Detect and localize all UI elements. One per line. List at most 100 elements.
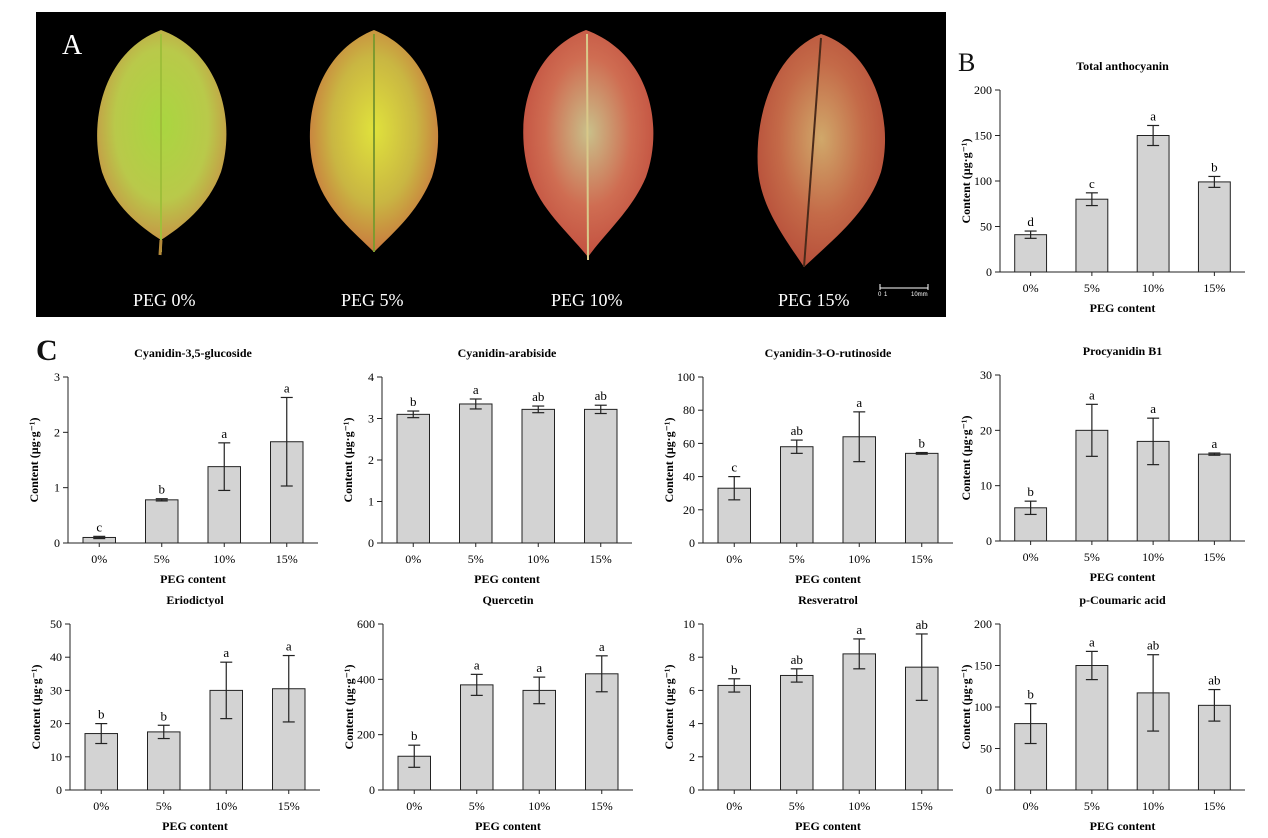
y-tick-label: 150 [974, 129, 992, 143]
chart-title: p-Coumaric acid [1079, 593, 1166, 607]
y-tick-label: 0 [986, 783, 992, 797]
y-tick-label: 20 [980, 423, 992, 437]
scale-bar [879, 284, 929, 290]
x-tick-label: 5% [1084, 550, 1100, 564]
y-tick-label: 10 [683, 617, 695, 631]
significance-letter: b [159, 482, 166, 497]
x-tick-label: 15% [1203, 281, 1225, 295]
bar [905, 452, 939, 544]
bar [1197, 453, 1231, 542]
significance-letter: b [410, 394, 417, 409]
x-tick-label: 0% [406, 799, 422, 813]
significance-letter: b [161, 708, 168, 723]
y-tick-label: 10 [980, 479, 992, 493]
x-tick-label: 5% [468, 552, 484, 566]
significance-letter: a [1089, 634, 1095, 649]
leaf-label-0: PEG 0% [133, 290, 196, 310]
significance-letter: ab [532, 389, 544, 404]
x-axis-label: PEG content [1090, 301, 1156, 315]
x-tick-label: 0% [405, 552, 421, 566]
x-tick-label: 5% [154, 552, 170, 566]
y-axis-label: Content (μg·g⁻¹) [662, 417, 676, 502]
significance-letter: c [1089, 176, 1095, 191]
significance-letter: a [221, 426, 227, 441]
y-tick-label: 80 [683, 403, 695, 417]
y-tick-label: 30 [50, 683, 62, 697]
leaf-1 [309, 30, 439, 252]
x-tick-label: 5% [469, 799, 485, 813]
significance-letter: b [411, 728, 418, 743]
x-tick-label: 15% [911, 799, 933, 813]
y-tick-label: 30 [980, 368, 992, 382]
significance-letter: a [473, 382, 479, 397]
chart-7: Resveratrol 0 2 4 6 8 10 Content (μg·g⁻¹) b 0% ab 5… [662, 593, 953, 833]
bar [147, 731, 181, 791]
significance-letter: a [223, 645, 229, 660]
leaf-photo: 0 1 10mm [97, 30, 929, 298]
y-axis-label: Content (μg·g⁻¹) [27, 417, 41, 502]
x-tick-label: 10% [848, 799, 870, 813]
significance-letter: b [1027, 484, 1034, 499]
bar [717, 684, 751, 791]
y-tick-label: 100 [677, 370, 695, 384]
bar [396, 413, 430, 544]
y-tick-label: 4 [368, 370, 374, 384]
bar [1014, 234, 1048, 273]
y-tick-label: 0 [369, 783, 375, 797]
leaf-label-1: PEG 5% [341, 290, 404, 310]
y-tick-label: 400 [357, 672, 375, 686]
y-tick-label: 1 [54, 481, 60, 495]
y-tick-label: 0 [986, 534, 992, 548]
y-tick-label: 20 [50, 717, 62, 731]
y-tick-label: 100 [974, 700, 992, 714]
significance-letter: b [98, 707, 105, 722]
x-axis-label: PEG content [1090, 570, 1156, 584]
y-tick-label: 3 [368, 412, 374, 426]
y-tick-label: 0 [54, 536, 60, 550]
significance-letter: ab [916, 617, 928, 632]
x-tick-label: 10% [213, 552, 235, 566]
chart-title: Resveratrol [798, 593, 858, 607]
x-tick-label: 15% [911, 552, 933, 566]
significance-letter: ab [791, 652, 803, 667]
significance-letter: b [731, 662, 738, 677]
significance-letter: ab [1147, 638, 1159, 653]
significance-letter: ab [1208, 673, 1220, 688]
chart-title: Quercetin [482, 593, 533, 607]
y-tick-label: 3 [54, 370, 60, 384]
significance-letter: c [96, 519, 102, 534]
scale-bar-label: 10mm [911, 292, 928, 298]
chart-title: Total anthocyanin [1076, 59, 1169, 73]
y-tick-label: 60 [683, 436, 695, 450]
bar [1136, 135, 1170, 273]
chart-title: Cyanidin-arabiside [458, 346, 557, 360]
x-tick-label: 15% [591, 799, 613, 813]
x-tick-label: 0% [726, 552, 742, 566]
chart-title: Cyanidin-3-O-rutinoside [765, 346, 892, 360]
significance-letter: b [1027, 687, 1034, 702]
y-axis-label: Content (μg·g⁻¹) [341, 417, 355, 502]
x-tick-label: 5% [1084, 281, 1100, 295]
x-axis-label: PEG content [795, 819, 861, 833]
y-tick-label: 0 [56, 783, 62, 797]
y-tick-label: 600 [357, 617, 375, 631]
significance-letter: a [536, 660, 542, 675]
y-tick-label: 200 [974, 617, 992, 631]
bar [522, 689, 556, 791]
x-tick-label: 5% [156, 799, 172, 813]
chart-1: Cyanidin-3,5-glucoside 0 1 2 3 Content (μg·g⁻… [27, 346, 318, 586]
panel-label-b: B [958, 48, 976, 77]
leaf-0 [97, 30, 227, 256]
y-tick-label: 4 [689, 717, 695, 731]
x-tick-label: 15% [590, 552, 612, 566]
x-tick-label: 15% [276, 552, 298, 566]
x-tick-label: 10% [527, 552, 549, 566]
y-tick-label: 8 [689, 650, 695, 664]
panel-label-a: A [62, 30, 83, 61]
significance-letter: a [286, 639, 292, 654]
x-axis-label: PEG content [474, 572, 540, 586]
bar [459, 403, 493, 544]
chart-8: p-Coumaric acid 0 50 100 150 200 Content (μg·g… [959, 593, 1245, 833]
chart-title: Eriodictyol [166, 593, 224, 607]
